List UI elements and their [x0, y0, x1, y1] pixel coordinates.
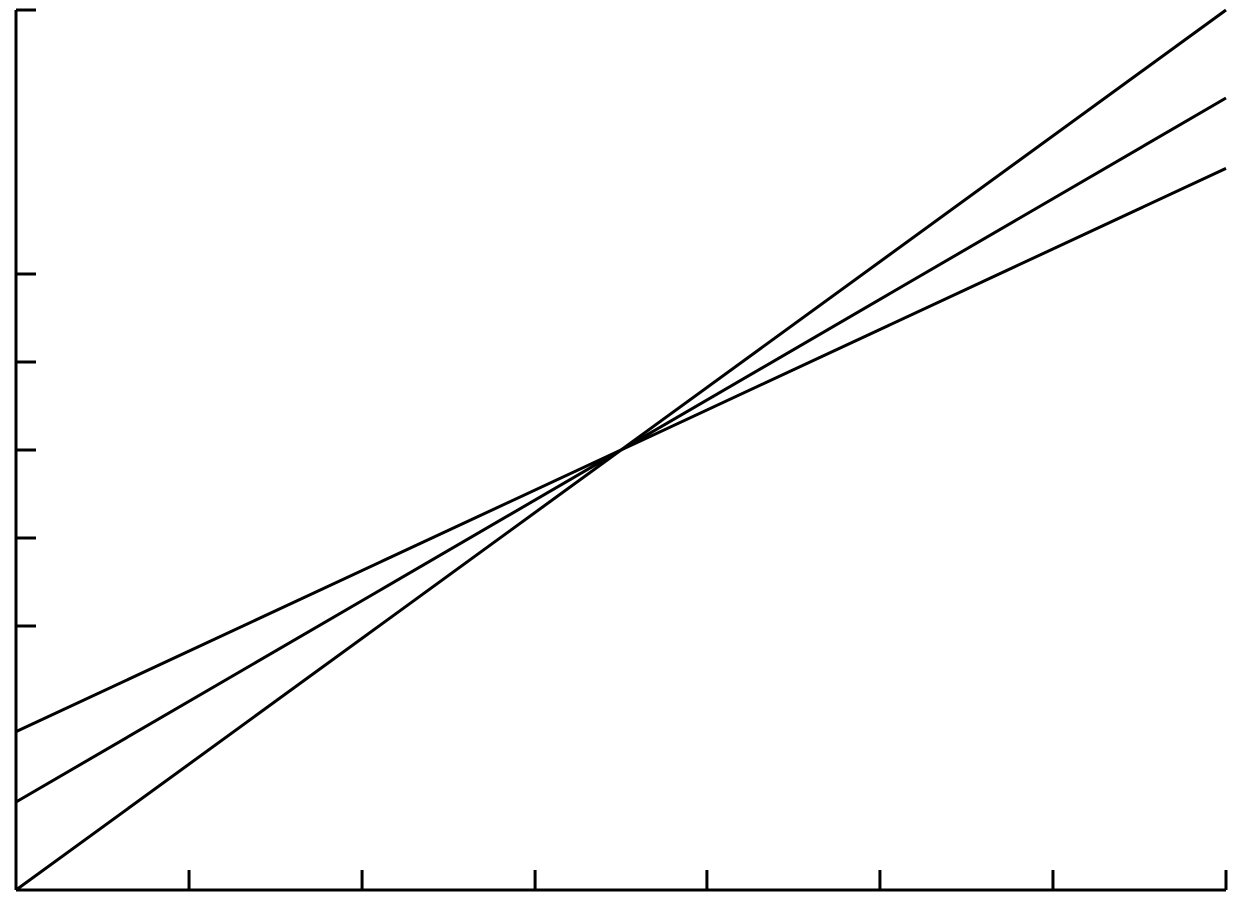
- line-shallow: [16, 168, 1226, 731]
- line-chart: [0, 0, 1240, 911]
